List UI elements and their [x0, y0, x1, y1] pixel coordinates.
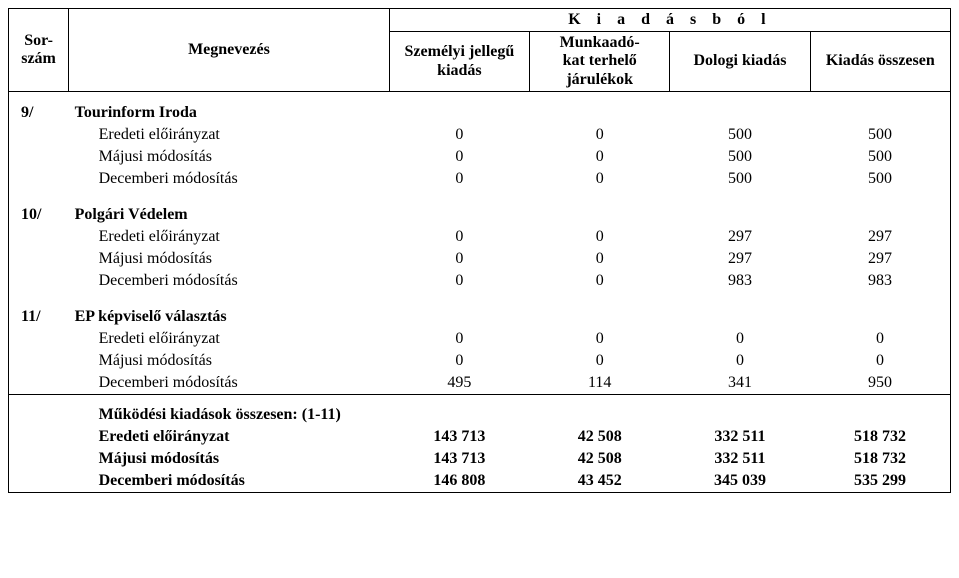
cell: 0	[530, 350, 670, 372]
cell: 43 452	[530, 470, 670, 493]
cell: 0	[389, 226, 529, 248]
row-label: Decemberi módosítás	[69, 270, 390, 292]
cell: 0	[389, 328, 529, 350]
label: Munkaadó- kat terhelő járulékok	[560, 34, 640, 88]
cell: 345 039	[670, 470, 810, 493]
cell: 0	[810, 350, 950, 372]
cell: 983	[810, 270, 950, 292]
label: Megnevezés	[188, 41, 270, 58]
total-header-row: Működési kiadások összesen: (1-11)	[9, 404, 951, 426]
cell: 0	[670, 350, 810, 372]
cell: 0	[530, 270, 670, 292]
cell: 500	[670, 168, 810, 190]
cell: 983	[670, 270, 810, 292]
row-number: 9/	[9, 102, 69, 124]
data-row: Eredeti előirányzat 0 0 500 500	[9, 124, 951, 146]
row-label: Decemberi módosítás	[69, 168, 390, 190]
data-row: Decemberi módosítás 495 114 341 950	[9, 372, 951, 395]
cell: 500	[810, 146, 950, 168]
row-label: Májusi módosítás	[69, 350, 390, 372]
label: Személyi jellegű kiadás	[405, 43, 515, 78]
cell: 0	[389, 270, 529, 292]
section-header-row: 10/ Polgári Védelem	[9, 204, 951, 226]
cell: 146 808	[389, 470, 529, 493]
label: Sor- szám	[21, 32, 56, 67]
label: K i a d á s b ó l	[568, 11, 771, 28]
budget-table: Sor- szám Megnevezés K i a d á s b ó l S…	[8, 8, 951, 493]
cell: 332 511	[670, 448, 810, 470]
cell: 518 732	[810, 448, 950, 470]
cell: 0	[530, 146, 670, 168]
row-number: 10/	[9, 204, 69, 226]
data-row: Decemberi módosítás 0 0 500 500	[9, 168, 951, 190]
row-label: Eredeti előirányzat	[69, 426, 390, 448]
cell: 0	[530, 168, 670, 190]
total-row: Eredeti előirányzat 143 713 42 508 332 5…	[9, 426, 951, 448]
total-row: Májusi módosítás 143 713 42 508 332 511 …	[9, 448, 951, 470]
cell: 114	[530, 372, 670, 395]
total-title: Működési kiadások összesen: (1-11)	[69, 404, 390, 426]
row-label: Decemberi módosítás	[69, 470, 390, 493]
data-row: Májusi módosítás 0 0 0 0	[9, 350, 951, 372]
cell: 495	[389, 372, 529, 395]
row-label: Eredeti előirányzat	[69, 226, 390, 248]
cell: 0	[389, 350, 529, 372]
col-munkaado: Munkaadó- kat terhelő járulékok	[530, 32, 670, 92]
total-row: Decemberi módosítás 146 808 43 452 345 0…	[9, 470, 951, 493]
cell: 332 511	[670, 426, 810, 448]
cell: 0	[530, 124, 670, 146]
cell: 0	[389, 168, 529, 190]
cell: 0	[530, 248, 670, 270]
cell: 297	[810, 248, 950, 270]
cell: 0	[389, 248, 529, 270]
label: Kiadás összesen	[826, 52, 935, 69]
row-label: Decemberi módosítás	[69, 372, 390, 395]
cell: 0	[670, 328, 810, 350]
col-dologi: Dologi kiadás	[670, 32, 810, 92]
cell: 0	[389, 124, 529, 146]
col-sorszam: Sor- szám	[9, 9, 69, 92]
data-row: Májusi módosítás 0 0 500 500	[9, 146, 951, 168]
cell: 518 732	[810, 426, 950, 448]
data-row: Decemberi módosítás 0 0 983 983	[9, 270, 951, 292]
col-spanner: K i a d á s b ó l	[389, 9, 950, 32]
section-header-row: 11/ EP képviselő választás	[9, 306, 951, 328]
row-number: 11/	[9, 306, 69, 328]
cell: 500	[670, 146, 810, 168]
cell: 297	[670, 248, 810, 270]
section-header-row: 9/ Tourinform Iroda	[9, 102, 951, 124]
cell: 42 508	[530, 448, 670, 470]
cell: 0	[530, 226, 670, 248]
section-title: Polgári Védelem	[69, 204, 390, 226]
cell: 0	[810, 328, 950, 350]
cell: 0	[389, 146, 529, 168]
cell: 500	[810, 168, 950, 190]
cell: 42 508	[530, 426, 670, 448]
cell: 950	[810, 372, 950, 395]
data-row: Eredeti előirányzat 0 0 0 0	[9, 328, 951, 350]
section-title: Tourinform Iroda	[69, 102, 390, 124]
data-row: Májusi módosítás 0 0 297 297	[9, 248, 951, 270]
cell: 297	[670, 226, 810, 248]
col-szemelyi: Személyi jellegű kiadás	[389, 32, 529, 92]
cell: 0	[530, 328, 670, 350]
cell: 500	[670, 124, 810, 146]
cell: 297	[810, 226, 950, 248]
col-osszesen: Kiadás összesen	[810, 32, 950, 92]
cell: 535 299	[810, 470, 950, 493]
cell: 341	[670, 372, 810, 395]
label: Dologi kiadás	[694, 52, 787, 69]
row-label: Eredeti előirányzat	[69, 328, 390, 350]
row-label: Májusi módosítás	[69, 248, 390, 270]
cell: 143 713	[389, 426, 529, 448]
cell: 500	[810, 124, 950, 146]
row-label: Eredeti előirányzat	[69, 124, 390, 146]
col-megnevezes: Megnevezés	[69, 9, 390, 92]
cell: 143 713	[389, 448, 529, 470]
row-label: Májusi módosítás	[69, 448, 390, 470]
data-row: Eredeti előirányzat 0 0 297 297	[9, 226, 951, 248]
row-label: Májusi módosítás	[69, 146, 390, 168]
section-title: EP képviselő választás	[69, 306, 390, 328]
